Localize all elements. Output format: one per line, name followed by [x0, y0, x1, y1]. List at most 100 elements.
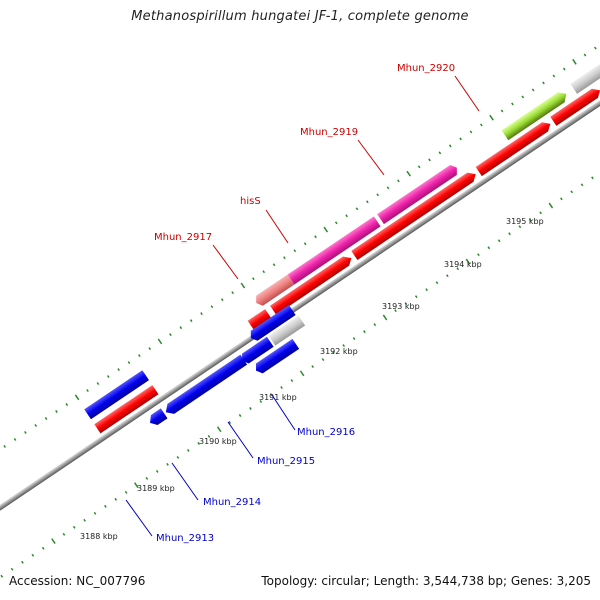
tick-mark — [518, 225, 522, 229]
tick-mark — [345, 214, 348, 218]
gene-label[interactable]: Mhun_2917 — [154, 232, 212, 243]
tick-mark — [438, 151, 442, 155]
tick-mark — [446, 274, 449, 278]
tick-mark — [397, 179, 400, 183]
tick-mark — [10, 567, 14, 571]
gene-labels: Mhun_2917 hisS Mhun_2919 Mhun_2920 Mhun_2913… — [125, 63, 480, 544]
genome-track — [0, 46, 600, 578]
gene-mhun-2913b — [150, 408, 168, 426]
tick-mark — [428, 158, 431, 162]
tick-mark — [280, 386, 283, 389]
gene-mhun-2919-upper — [377, 164, 457, 225]
tick-mark — [321, 358, 325, 362]
tick-mark — [562, 67, 566, 71]
tick-mark — [240, 282, 246, 289]
tick-mark — [262, 270, 266, 274]
tick-mark — [376, 193, 380, 197]
leader-line — [212, 244, 239, 280]
tick-mark — [24, 431, 27, 434]
tick-mark — [114, 497, 118, 501]
tick-mark — [176, 455, 180, 459]
genome-summary-text: Topology: circular; Length: 3,544,738 bp… — [261, 574, 591, 588]
leader-line — [171, 462, 199, 501]
tick-mark — [572, 58, 577, 65]
tick-mark — [51, 538, 56, 545]
scale-label: 3189 kbp — [137, 484, 175, 493]
tick-mark — [157, 338, 163, 345]
tick-mark — [228, 421, 232, 424]
tick-mark — [138, 354, 141, 358]
gene-label[interactable]: Mhun_2915 — [257, 456, 315, 467]
tick-mark — [231, 291, 234, 295]
scale-label: 3191 kbp — [259, 393, 297, 402]
scale-label: 3195 kbp — [506, 217, 544, 226]
leader-line — [357, 139, 385, 176]
gene-label[interactable]: hisS — [240, 196, 261, 207]
tick-mark — [311, 365, 314, 369]
tick-mark — [62, 532, 66, 536]
gene-mhun-2920-upper — [501, 92, 567, 141]
tick-mark — [200, 312, 203, 316]
tick-mark — [189, 319, 193, 323]
tick-mark — [355, 207, 359, 211]
gene-red-1 — [247, 309, 272, 330]
tick-mark — [448, 144, 452, 148]
tick-mark — [106, 375, 110, 379]
gene-red-2 — [270, 256, 352, 315]
gene-mhun-2913 — [165, 354, 248, 414]
tick-mark — [134, 482, 139, 489]
tick-mark — [406, 170, 411, 177]
scale-label: 3188 kbp — [80, 532, 118, 541]
accession-text: Accession: NC_007796 — [9, 574, 146, 588]
tick-mark — [560, 197, 563, 201]
tick-mark — [41, 546, 45, 550]
tick-mark — [332, 351, 335, 355]
tick-mark — [13, 438, 17, 441]
gene-mhun-2916-gray — [268, 315, 306, 346]
tick-mark — [414, 295, 418, 299]
tick-mark — [259, 400, 263, 403]
tick-mark — [542, 81, 545, 85]
tick-mark — [207, 435, 211, 438]
tick-mark — [3, 444, 6, 448]
tick-mark — [96, 382, 100, 385]
tick-mark — [216, 426, 222, 433]
tick-mark — [334, 221, 338, 225]
tick-mark — [44, 417, 48, 420]
tick-mark — [435, 281, 439, 285]
tick-mark — [148, 347, 152, 351]
tick-mark — [155, 469, 159, 473]
tick-mark — [220, 298, 224, 302]
tick-mark — [145, 476, 149, 480]
gene-label[interactable]: Mhun_2914 — [203, 497, 261, 508]
tick-mark — [252, 277, 255, 281]
tick-mark — [179, 326, 183, 330]
tick-mark — [477, 253, 480, 257]
tick-mark — [469, 130, 473, 134]
tick-mark — [373, 323, 377, 327]
gene-label[interactable]: Mhun_2913 — [156, 533, 214, 544]
outer-tick-row — [3, 46, 597, 448]
tick-mark — [497, 239, 501, 243]
gene-red-3 — [351, 172, 476, 261]
gene-label[interactable]: Mhun_2920 — [397, 63, 455, 74]
tick-mark — [366, 200, 369, 204]
tick-mark — [352, 337, 356, 341]
tick-mark — [93, 511, 97, 515]
tick-mark — [186, 448, 190, 452]
tick-mark — [583, 53, 587, 57]
tick-mark — [55, 410, 58, 413]
leader-line — [265, 209, 289, 244]
leader-line — [454, 75, 480, 112]
gene-label[interactable]: Mhun_2916 — [297, 427, 355, 438]
tick-mark — [539, 211, 542, 215]
tick-mark — [489, 114, 494, 121]
tick-mark — [500, 109, 504, 113]
tick-mark — [508, 232, 511, 236]
gene-hiss-upper — [287, 216, 381, 285]
tick-mark — [580, 183, 584, 187]
gene-label[interactable]: Mhun_2919 — [300, 127, 358, 138]
genome-backbone — [0, 66, 600, 541]
gene-right-gray-upper — [570, 64, 600, 94]
